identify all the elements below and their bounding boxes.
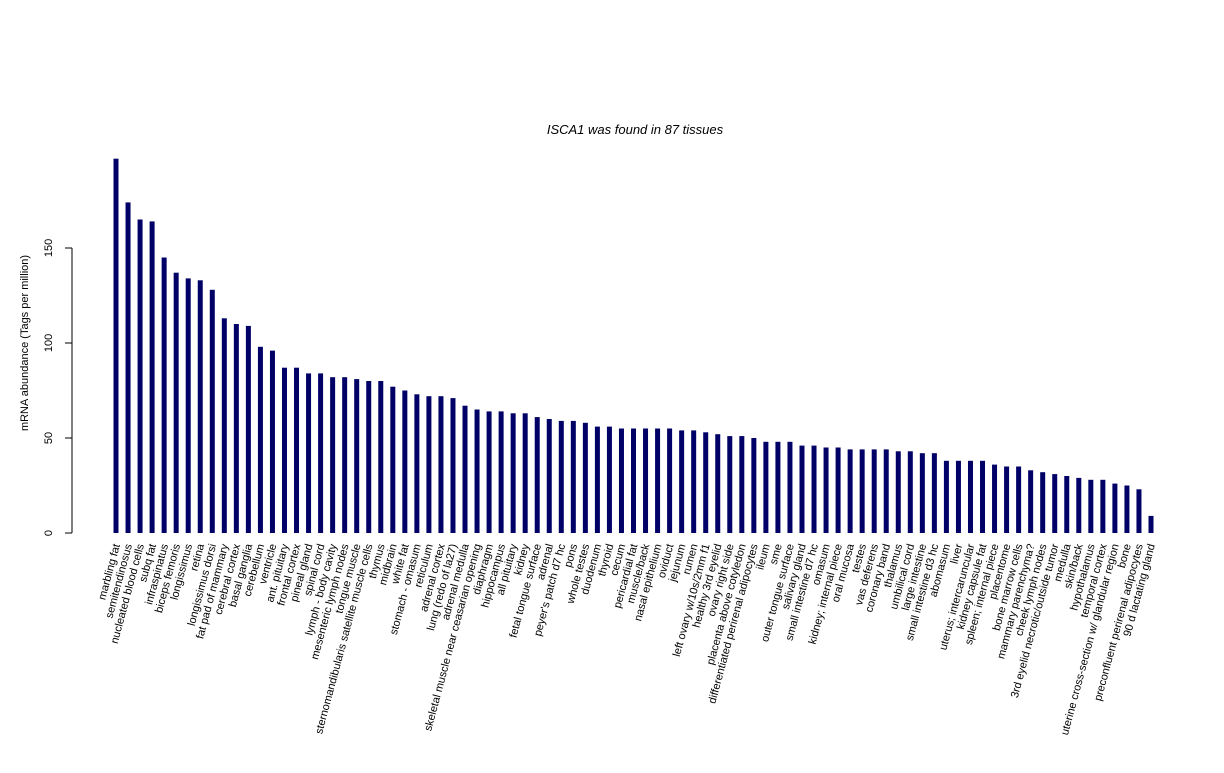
bar [534, 417, 540, 533]
bar [173, 272, 179, 533]
bar [378, 381, 384, 533]
bar [727, 436, 733, 533]
bar [354, 379, 360, 533]
bar [679, 430, 685, 533]
bar [703, 432, 709, 533]
bar [570, 420, 576, 533]
bar [582, 422, 588, 533]
bar [438, 396, 444, 533]
bar [1052, 474, 1058, 533]
bar [330, 377, 336, 533]
bar [486, 411, 492, 533]
bar [1124, 485, 1130, 533]
bar [498, 411, 504, 533]
bar [799, 445, 805, 533]
bar [342, 377, 348, 533]
bar [955, 460, 961, 533]
bar [474, 409, 480, 533]
y-tick-label: 0 [43, 530, 55, 536]
bar [426, 396, 432, 533]
bar [1028, 470, 1034, 533]
bar [125, 202, 131, 533]
bar [643, 428, 649, 533]
bar [233, 324, 239, 533]
bar [967, 460, 973, 533]
bar [739, 436, 745, 533]
bar [366, 381, 372, 533]
bar [149, 221, 155, 533]
y-tick-label: 100 [43, 334, 55, 352]
bar [1040, 472, 1046, 533]
bar [667, 428, 673, 533]
bar [209, 289, 215, 533]
bar [618, 428, 624, 533]
bar [871, 449, 877, 533]
bar [715, 434, 721, 533]
bar [558, 420, 564, 533]
bar [161, 257, 167, 533]
bar [294, 367, 300, 533]
bar [835, 447, 841, 533]
bar [546, 419, 552, 533]
bar [113, 158, 119, 533]
x-tick-label: liver [949, 542, 966, 565]
bar [306, 373, 312, 533]
bar [1148, 515, 1154, 533]
bar [269, 350, 275, 533]
bar [1100, 479, 1106, 533]
bar [462, 405, 468, 533]
bar [847, 449, 853, 533]
bar [655, 428, 661, 533]
bar [943, 460, 949, 533]
bar [402, 390, 408, 533]
bar [594, 426, 600, 533]
bar [522, 413, 528, 533]
bar [414, 394, 420, 533]
bar [510, 413, 516, 533]
bar [245, 325, 251, 533]
y-axis-label: mRNA abundance (Tags per million) [19, 255, 31, 431]
bar [1112, 483, 1118, 533]
y-tick-label: 50 [43, 432, 55, 444]
bar [185, 278, 191, 533]
bar [390, 386, 396, 533]
bar [318, 373, 324, 533]
bar [197, 280, 203, 533]
y-tick-label: 150 [43, 239, 55, 257]
bar [787, 441, 793, 533]
bar [221, 318, 227, 533]
bar [931, 453, 937, 533]
bar [631, 428, 636, 533]
bar [1076, 477, 1082, 533]
bar [907, 451, 913, 533]
bar [859, 449, 865, 533]
bar [823, 447, 829, 533]
bar [1088, 479, 1094, 533]
bar [895, 451, 901, 533]
bar [919, 453, 925, 533]
bar [137, 219, 143, 533]
bar [992, 464, 998, 533]
bar [1004, 466, 1010, 533]
bar [811, 445, 817, 533]
bar [980, 460, 986, 533]
bar [691, 430, 697, 533]
bar [751, 438, 757, 533]
bar [763, 441, 769, 533]
bar [775, 441, 781, 533]
bar [1136, 489, 1142, 533]
x-tick-label: sme [768, 543, 785, 566]
chart-title: ISCA1 was found in 87 tissues [547, 122, 724, 137]
bar [883, 449, 889, 533]
bar [1064, 476, 1070, 533]
bar [1016, 466, 1022, 533]
bar [281, 367, 287, 533]
bar [257, 346, 263, 533]
bar [606, 426, 612, 533]
bar [450, 398, 456, 533]
